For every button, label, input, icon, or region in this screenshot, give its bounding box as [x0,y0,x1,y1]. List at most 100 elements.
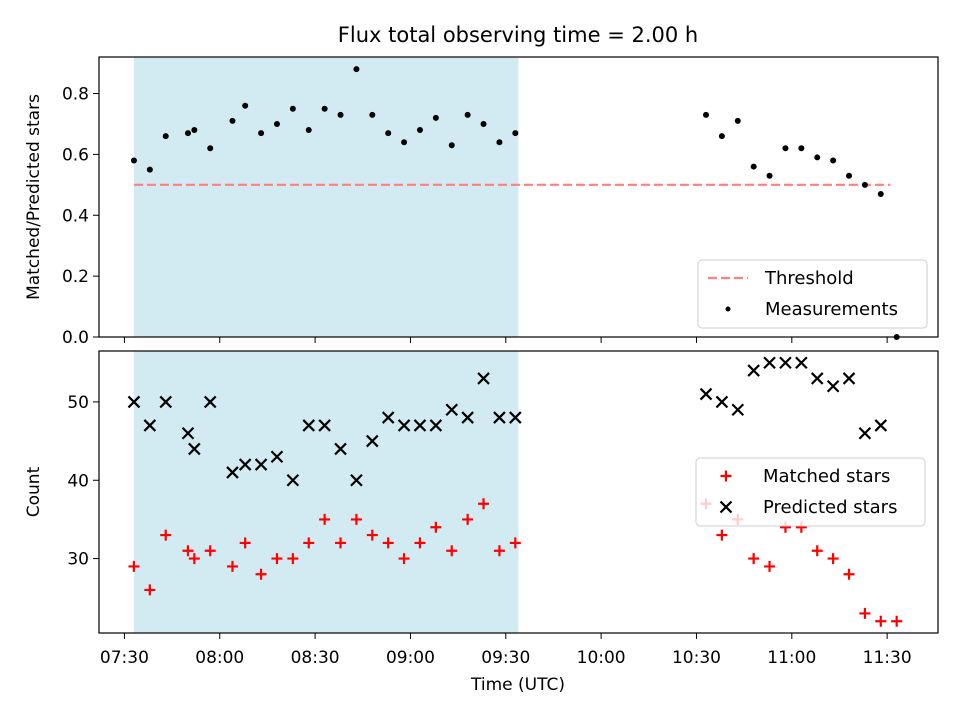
predicted-stars-point [810,372,824,385]
matched-stars-point [478,498,490,510]
predicted-stars-point [509,411,522,424]
observing-interval-shade [133,351,519,633]
matched-stars-point [430,521,442,533]
measurement-point [480,120,487,127]
predicted-stars-point [715,395,729,409]
bottom-panel: 30 40 50 07:30 08:00 08:30 09:00 09:30 10:00 10:… [24,350,939,668]
top-legend: Threshold Measurements [697,259,928,329]
matched-stars-point [414,537,426,549]
legend-measurement-symbol [725,306,731,312]
measurement-point [130,157,137,164]
matched-stars-point [843,568,855,580]
measurement-point [229,117,236,124]
legend-label: Matched stars [763,466,890,487]
measurement-point [242,102,249,109]
matched-stars-point [350,513,362,525]
matched-stars-point [891,615,903,627]
measurement-point [861,181,868,188]
x-tick-label: 07:30 [100,648,149,668]
predicted-stars-point [286,473,300,487]
predicted-stars-point [429,419,443,432]
measurement-point [814,154,821,161]
y-tick-label: 0.4 [62,206,89,226]
predicted-stars-point [188,442,201,456]
predicted-stars-point [461,411,474,424]
matched-stars-point [182,545,194,557]
x-tick-label: 08:30 [291,648,340,668]
measurement-point [846,172,853,179]
matched-stars-point [827,553,839,565]
legend-label: Predicted stars [763,497,897,518]
chart-title: Flux total observing time = 2.00 h [338,23,698,47]
matched-stars-point [398,553,410,565]
measurement-point [416,127,423,134]
predicted-stars-point [334,442,347,456]
x-tick-label: 09:30 [481,648,530,668]
legend-predicted-symbol [719,500,733,514]
predicted-stars-point [445,403,459,417]
top-y-axis-label: Matched/Predicted stars [24,94,44,300]
legend-box [697,259,928,329]
legend-matched-symbol [720,470,732,482]
predicted-stars-point [350,473,363,487]
x-tick-label: 10:30 [672,648,721,668]
matched-stars-point [188,553,200,565]
measurement-point [877,190,884,197]
predicted-stars-point [203,395,217,409]
matched-stars-point [287,553,299,565]
bottom-legend: Matched stars Predicted stars [695,457,926,527]
predicted-stars-point [381,411,395,424]
matched-stars-point [239,537,251,549]
predicted-stars-point [366,434,379,448]
measurement-point [289,105,296,112]
matched-stars-point [382,537,394,549]
predicted-stars-point [254,458,268,471]
measurement-point [305,127,312,134]
matched-stars-point [226,560,238,572]
measurement-point [191,127,198,134]
measurement-point [703,111,710,118]
measurement-point [782,145,789,152]
matched-stars-point [462,513,474,525]
predicted-stars-point [477,372,490,385]
measurement-point [830,157,837,164]
predicted-stars-point [302,419,316,432]
matched-stars-point [160,529,172,541]
measurement-point [385,130,392,137]
measurement-point [750,163,757,170]
predicted-stars-point [226,466,239,479]
measurement-point [146,166,153,173]
measurement-point [353,66,360,73]
matched-stars-point [144,584,156,596]
top-panel: 0.00.20.40.60.8 Matched/Predicted stars … [24,56,939,348]
legend-box [695,457,926,527]
measurement-point [496,139,503,146]
predicted-stars-point [127,395,141,409]
matched-stars-point [303,537,315,549]
matched-stars-point [811,545,823,557]
matched-stars-point [335,537,347,549]
y-tick-label: 40 [67,471,89,491]
predicted-stars-point [779,356,792,370]
matched-stars-point [764,560,776,572]
legend-label: Measurements [765,299,898,320]
measurement-point [512,130,519,137]
predicted-stars-point [270,450,284,464]
matched-stars-point [716,529,728,541]
measurement-point [273,120,280,127]
measurement-point [766,172,773,179]
matched-stars-point [509,537,521,549]
predicted-stars-point [143,419,157,432]
x-tick-label: 10:00 [577,648,626,668]
x-tick-label: 11:30 [863,648,912,668]
predicted-stars-point [181,426,195,440]
matched-stars-point [859,607,871,619]
y-tick-label: 50 [67,393,89,413]
predicted-stars-point [731,403,745,417]
predicted-stars-point [763,356,776,370]
matched-stars-point [875,615,887,627]
measurement-point [734,117,741,124]
matched-stars-point [319,513,331,525]
measurement-point [448,142,455,149]
